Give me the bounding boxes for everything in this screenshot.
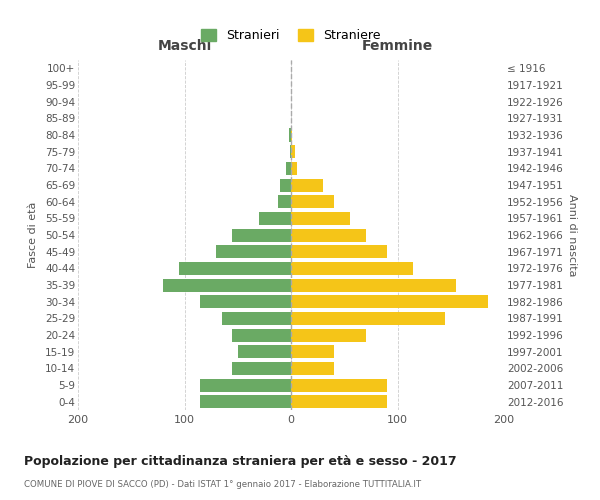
Text: COMUNE DI PIOVE DI SACCO (PD) - Dati ISTAT 1° gennaio 2017 - Elaborazione TUTTIT: COMUNE DI PIOVE DI SACCO (PD) - Dati IST… — [24, 480, 421, 489]
Text: Popolazione per cittadinanza straniera per età e sesso - 2017: Popolazione per cittadinanza straniera p… — [24, 455, 457, 468]
Bar — [217, 245, 291, 258]
Bar — [280, 178, 291, 192]
Bar — [291, 312, 445, 325]
Legend: Stranieri, Straniere: Stranieri, Straniere — [196, 24, 386, 47]
Y-axis label: Anni di nascita: Anni di nascita — [568, 194, 577, 276]
Bar — [291, 178, 323, 192]
Bar — [291, 295, 488, 308]
Bar — [291, 362, 334, 375]
Bar — [291, 162, 298, 175]
Bar — [291, 145, 295, 158]
Bar — [289, 128, 291, 141]
Bar — [291, 345, 334, 358]
Bar — [291, 228, 365, 241]
Bar — [232, 362, 291, 375]
Bar — [291, 212, 350, 225]
Text: Femmine: Femmine — [362, 39, 433, 53]
Bar — [200, 295, 291, 308]
Bar — [232, 228, 291, 241]
Bar — [291, 245, 387, 258]
Bar — [259, 212, 291, 225]
Bar — [291, 128, 292, 141]
Bar — [200, 378, 291, 392]
Bar — [179, 262, 291, 275]
Bar — [290, 145, 291, 158]
Bar — [222, 312, 291, 325]
Bar — [278, 195, 291, 208]
Bar — [232, 328, 291, 342]
Text: Maschi: Maschi — [157, 39, 212, 53]
Y-axis label: Fasce di età: Fasce di età — [28, 202, 38, 268]
Bar — [286, 162, 291, 175]
Bar — [291, 195, 334, 208]
Bar — [291, 395, 387, 408]
Bar — [291, 378, 387, 392]
Bar — [291, 262, 413, 275]
Bar — [238, 345, 291, 358]
Bar — [291, 328, 365, 342]
Bar — [200, 395, 291, 408]
Bar — [291, 278, 456, 291]
Bar — [163, 278, 291, 291]
